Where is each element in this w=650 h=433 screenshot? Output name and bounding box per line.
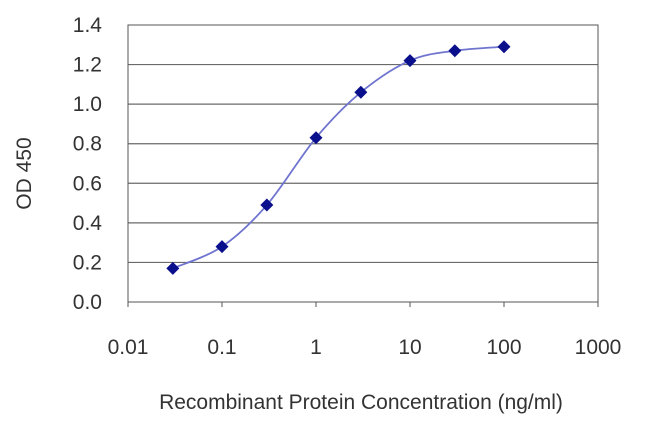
x-tick-label: 100 — [486, 336, 521, 359]
x-tick-label: 1 — [310, 336, 322, 359]
data-point — [448, 44, 462, 58]
data-point — [215, 240, 229, 254]
data-point — [166, 261, 180, 275]
y-axis-title: OD 450 — [13, 137, 36, 209]
y-tick-label: 1.4 — [73, 14, 103, 37]
x-tick-label: 0.1 — [207, 336, 236, 359]
y-tick-label: 0.2 — [73, 251, 102, 274]
y-tick-label: 0.6 — [73, 172, 102, 195]
x-tick-label: 1000 — [575, 336, 622, 359]
y-axis-tick-labels: 0.0 0.2 0.4 0.6 0.8 1.0 1.2 1.4 — [73, 14, 103, 314]
data-point — [309, 131, 323, 145]
data-point — [354, 85, 368, 99]
y-tick-label: 1.2 — [73, 54, 102, 77]
x-tick-label: 10 — [398, 336, 421, 359]
x-axis-tick-labels: 0.01 0.1 1 10 100 1000 — [108, 336, 622, 359]
grid-lines — [128, 63, 598, 264]
plot-area-frame — [127, 24, 599, 303]
data-point — [403, 54, 417, 68]
y-tick-label: 0.4 — [73, 212, 103, 235]
y-tick-label: 0.0 — [73, 291, 102, 314]
data-point — [497, 40, 511, 54]
series-line — [172, 45, 505, 270]
data-point — [260, 198, 274, 212]
y-tick-label: 1.0 — [73, 93, 102, 116]
x-axis-title: Recombinant Protein Concentration (ng/ml… — [159, 391, 563, 414]
data-point-markers — [166, 40, 511, 275]
x-axis-tick-marks — [127, 302, 599, 307]
x-tick-label: 0.01 — [108, 336, 149, 359]
y-tick-label: 0.8 — [73, 133, 102, 156]
